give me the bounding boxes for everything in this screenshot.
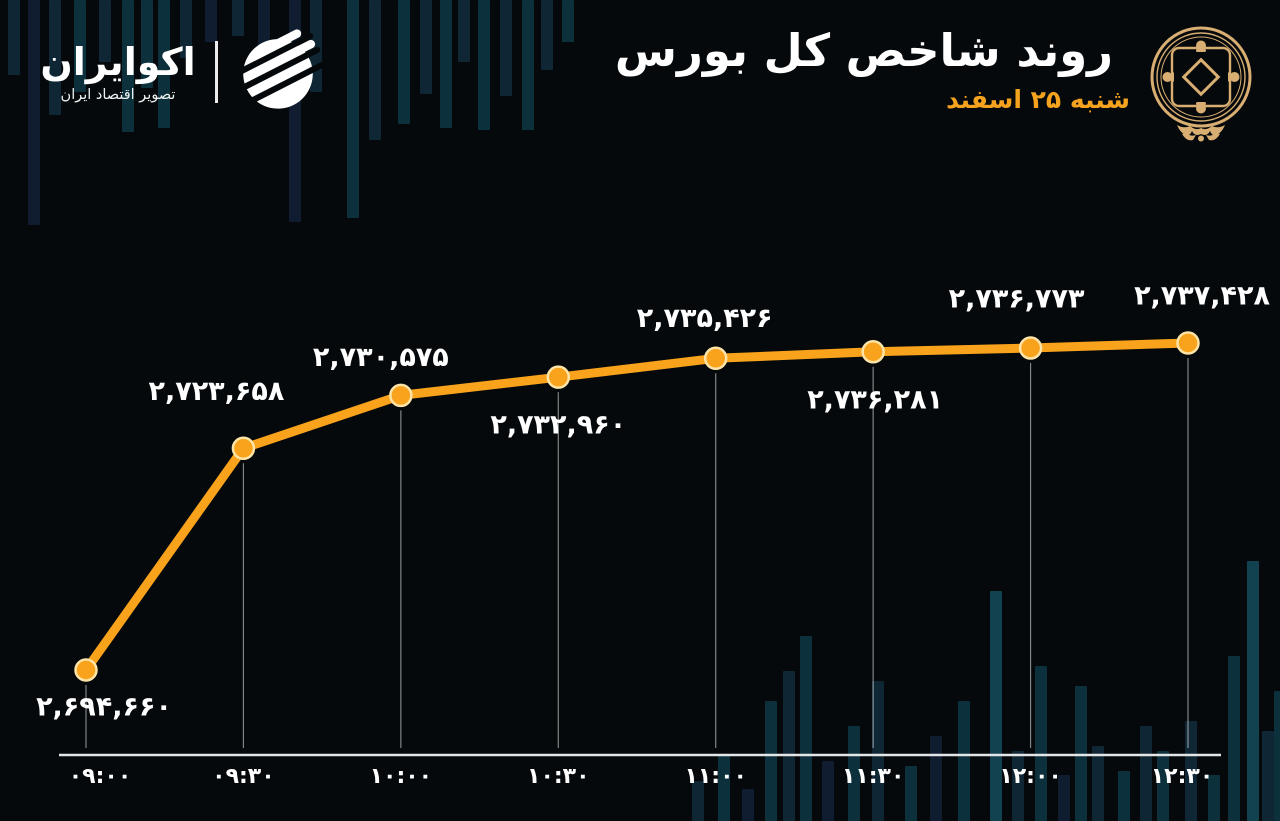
background-bar — [420, 0, 432, 94]
brand-block: اکوایران تصویر اقتصاد ایران — [34, 24, 325, 120]
background-bar — [930, 736, 942, 821]
chart-value-label: ۲,۶۹۴,۶۶۰ — [36, 692, 172, 723]
chart-point-marker — [861, 340, 885, 364]
chart-x-tick-label: ۰۹:۰۰ — [69, 764, 132, 789]
background-bar — [692, 781, 704, 821]
background-bar — [1058, 775, 1070, 821]
brand-tagline: تصویر اقتصاد ایران — [60, 86, 176, 103]
date-label: شنبه ۲۵ اسفند — [946, 85, 1130, 114]
background-bar — [1140, 726, 1152, 821]
chart-x-tick-label: ۰۹:۳۰ — [212, 764, 275, 789]
background-bar — [848, 726, 860, 821]
background-bar — [1228, 656, 1240, 821]
chart-point-marker — [389, 383, 413, 408]
chart-point-marker — [231, 436, 256, 461]
chart-value-label: ۲,۷۲۳,۶۵۸ — [148, 376, 284, 407]
background-bar — [1208, 775, 1220, 821]
chart-x-tick-label: ۱۲:۳۰ — [1151, 764, 1214, 789]
page-title: روند شاخص کل بورس — [614, 24, 1114, 77]
background-bar — [541, 0, 553, 70]
background-bar — [398, 0, 410, 124]
background-bar — [718, 755, 730, 821]
chart-x-tick-label: ۱۰:۳۰ — [527, 764, 590, 789]
chart-x-tick-label: ۱۱:۰۰ — [684, 764, 747, 789]
brand-name: اکوایران — [40, 40, 196, 85]
chart-x-tick-label: ۱۰:۰۰ — [370, 764, 433, 789]
background-bar — [1075, 686, 1087, 821]
background-bar — [765, 701, 777, 821]
chart-value-label: ۲,۷۳۲,۹۶۰ — [490, 410, 626, 441]
background-bar — [905, 766, 917, 821]
background-bar — [440, 0, 452, 128]
background-bar — [1247, 561, 1259, 821]
background-bar — [822, 761, 834, 821]
background-bar — [232, 0, 244, 36]
background-bar — [990, 591, 1002, 821]
title-block: روند شاخص کل بورس شنبه ۲۵ اسفند — [598, 24, 1130, 114]
background-bar — [522, 0, 534, 130]
background-bar — [1012, 751, 1024, 821]
chart-point-marker — [1018, 336, 1043, 360]
background-bar — [49, 0, 61, 115]
background-bar — [1262, 731, 1274, 821]
gold-ornamental-seal-icon — [1150, 26, 1252, 142]
brand-text: اکوایران تصویر اقتصاد ایران — [34, 40, 202, 103]
background-bar — [180, 0, 192, 58]
background-bar — [158, 0, 170, 128]
background-bar — [74, 0, 86, 92]
chart-x-tick-label: ۱۱:۳۰ — [842, 764, 905, 789]
background-bar — [347, 0, 359, 218]
chart-value-label: ۲,۷۳۷,۴۲۸ — [1134, 281, 1270, 312]
background-bar — [958, 701, 970, 821]
ecoiran-logo-icon — [230, 29, 325, 109]
chart-x-tick-label: ۱۲:۰۰ — [999, 764, 1062, 789]
background-bar — [800, 636, 812, 821]
chart-value-label: ۲,۷۳۶,۲۸۱ — [807, 384, 943, 415]
background-bar — [458, 0, 470, 62]
chart-value-label: ۲,۷۳۰,۵۷۵ — [313, 342, 449, 373]
chart-point-marker — [546, 365, 571, 389]
background-bar — [562, 0, 574, 42]
background-bar — [28, 0, 40, 225]
background-bar — [99, 0, 111, 62]
background-bar — [141, 0, 153, 88]
background-bar — [1092, 746, 1104, 821]
background-bar — [500, 0, 512, 96]
chart-point-marker — [1176, 331, 1200, 355]
chart-value-label: ۲,۷۳۶,۷۷۳ — [949, 284, 1085, 315]
background-bar — [1118, 771, 1130, 821]
background-bar — [1157, 751, 1169, 821]
chart-series-line — [81, 338, 1193, 675]
background-bar — [205, 0, 217, 42]
background-bar — [8, 0, 20, 75]
brand-divider — [215, 41, 218, 103]
chart-point-marker — [703, 346, 728, 371]
background-bar — [1274, 691, 1280, 821]
background-bar — [783, 671, 795, 821]
background-bar — [872, 681, 884, 821]
background-bar — [122, 0, 134, 132]
chart-value-label: ۲,۷۳۵,۴۲۶ — [637, 303, 773, 334]
chart-point-marker — [74, 658, 98, 682]
background-bar — [258, 0, 270, 52]
background-bar — [1035, 666, 1047, 821]
background-bar — [369, 0, 381, 140]
background-bar — [742, 789, 754, 821]
background-bar — [478, 0, 490, 130]
